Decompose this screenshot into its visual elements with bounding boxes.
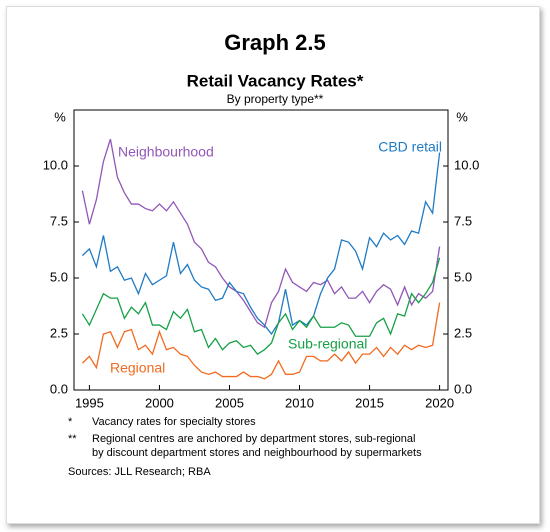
series-label: CBD retail: [378, 139, 442, 155]
note-text: Regional centres are anchored by departm…: [92, 433, 415, 445]
y2-tick-label: 7.5: [454, 213, 472, 228]
series-label: Neighbourhood: [118, 144, 214, 160]
y-unit: %: [54, 109, 66, 124]
x-tick-label: 2015: [355, 395, 384, 410]
source: Sources: JLL Research; RBA: [68, 466, 211, 478]
y2-tick-label: 5.0: [454, 269, 472, 284]
y-tick-label: 5.0: [50, 269, 68, 284]
chart-subtitle: Retail Vacancy Rates*: [187, 71, 364, 90]
series-label: Sub-regional: [288, 336, 367, 352]
series-line: [81, 152, 441, 336]
y2-tick-label: 2.5: [454, 325, 472, 340]
y-tick-label: 2.5: [50, 325, 68, 340]
x-tick-label: 2010: [285, 395, 314, 410]
series-line: [81, 257, 441, 356]
x-tick-label: 2005: [215, 395, 244, 410]
series-line: [81, 138, 441, 329]
chart-subsubtitle: By property type**: [227, 92, 324, 106]
y-tick-label: 7.5: [50, 213, 68, 228]
note-text: by discount department stores and neighb…: [92, 447, 422, 459]
x-tick-label: 1995: [75, 395, 104, 410]
y2-tick-label: 0.0: [454, 381, 472, 396]
plot-frame: [73, 109, 449, 391]
y-tick-label: 0.0: [50, 381, 68, 396]
y2-tick-label: 10.0: [454, 157, 479, 172]
y2-unit: %: [456, 109, 468, 124]
y-tick-label: 10.0: [43, 157, 68, 172]
x-tick-label: 2020: [425, 395, 454, 410]
card: [6, 6, 540, 524]
x-tick-label: 2000: [145, 395, 174, 410]
note-mark: **: [68, 433, 77, 445]
note-mark: *: [68, 416, 73, 428]
chart-title: Graph 2.5: [224, 30, 325, 55]
series-label: Regional: [110, 360, 165, 376]
note-text: Vacancy rates for specialty stores: [92, 416, 256, 428]
series-line: [81, 302, 441, 380]
